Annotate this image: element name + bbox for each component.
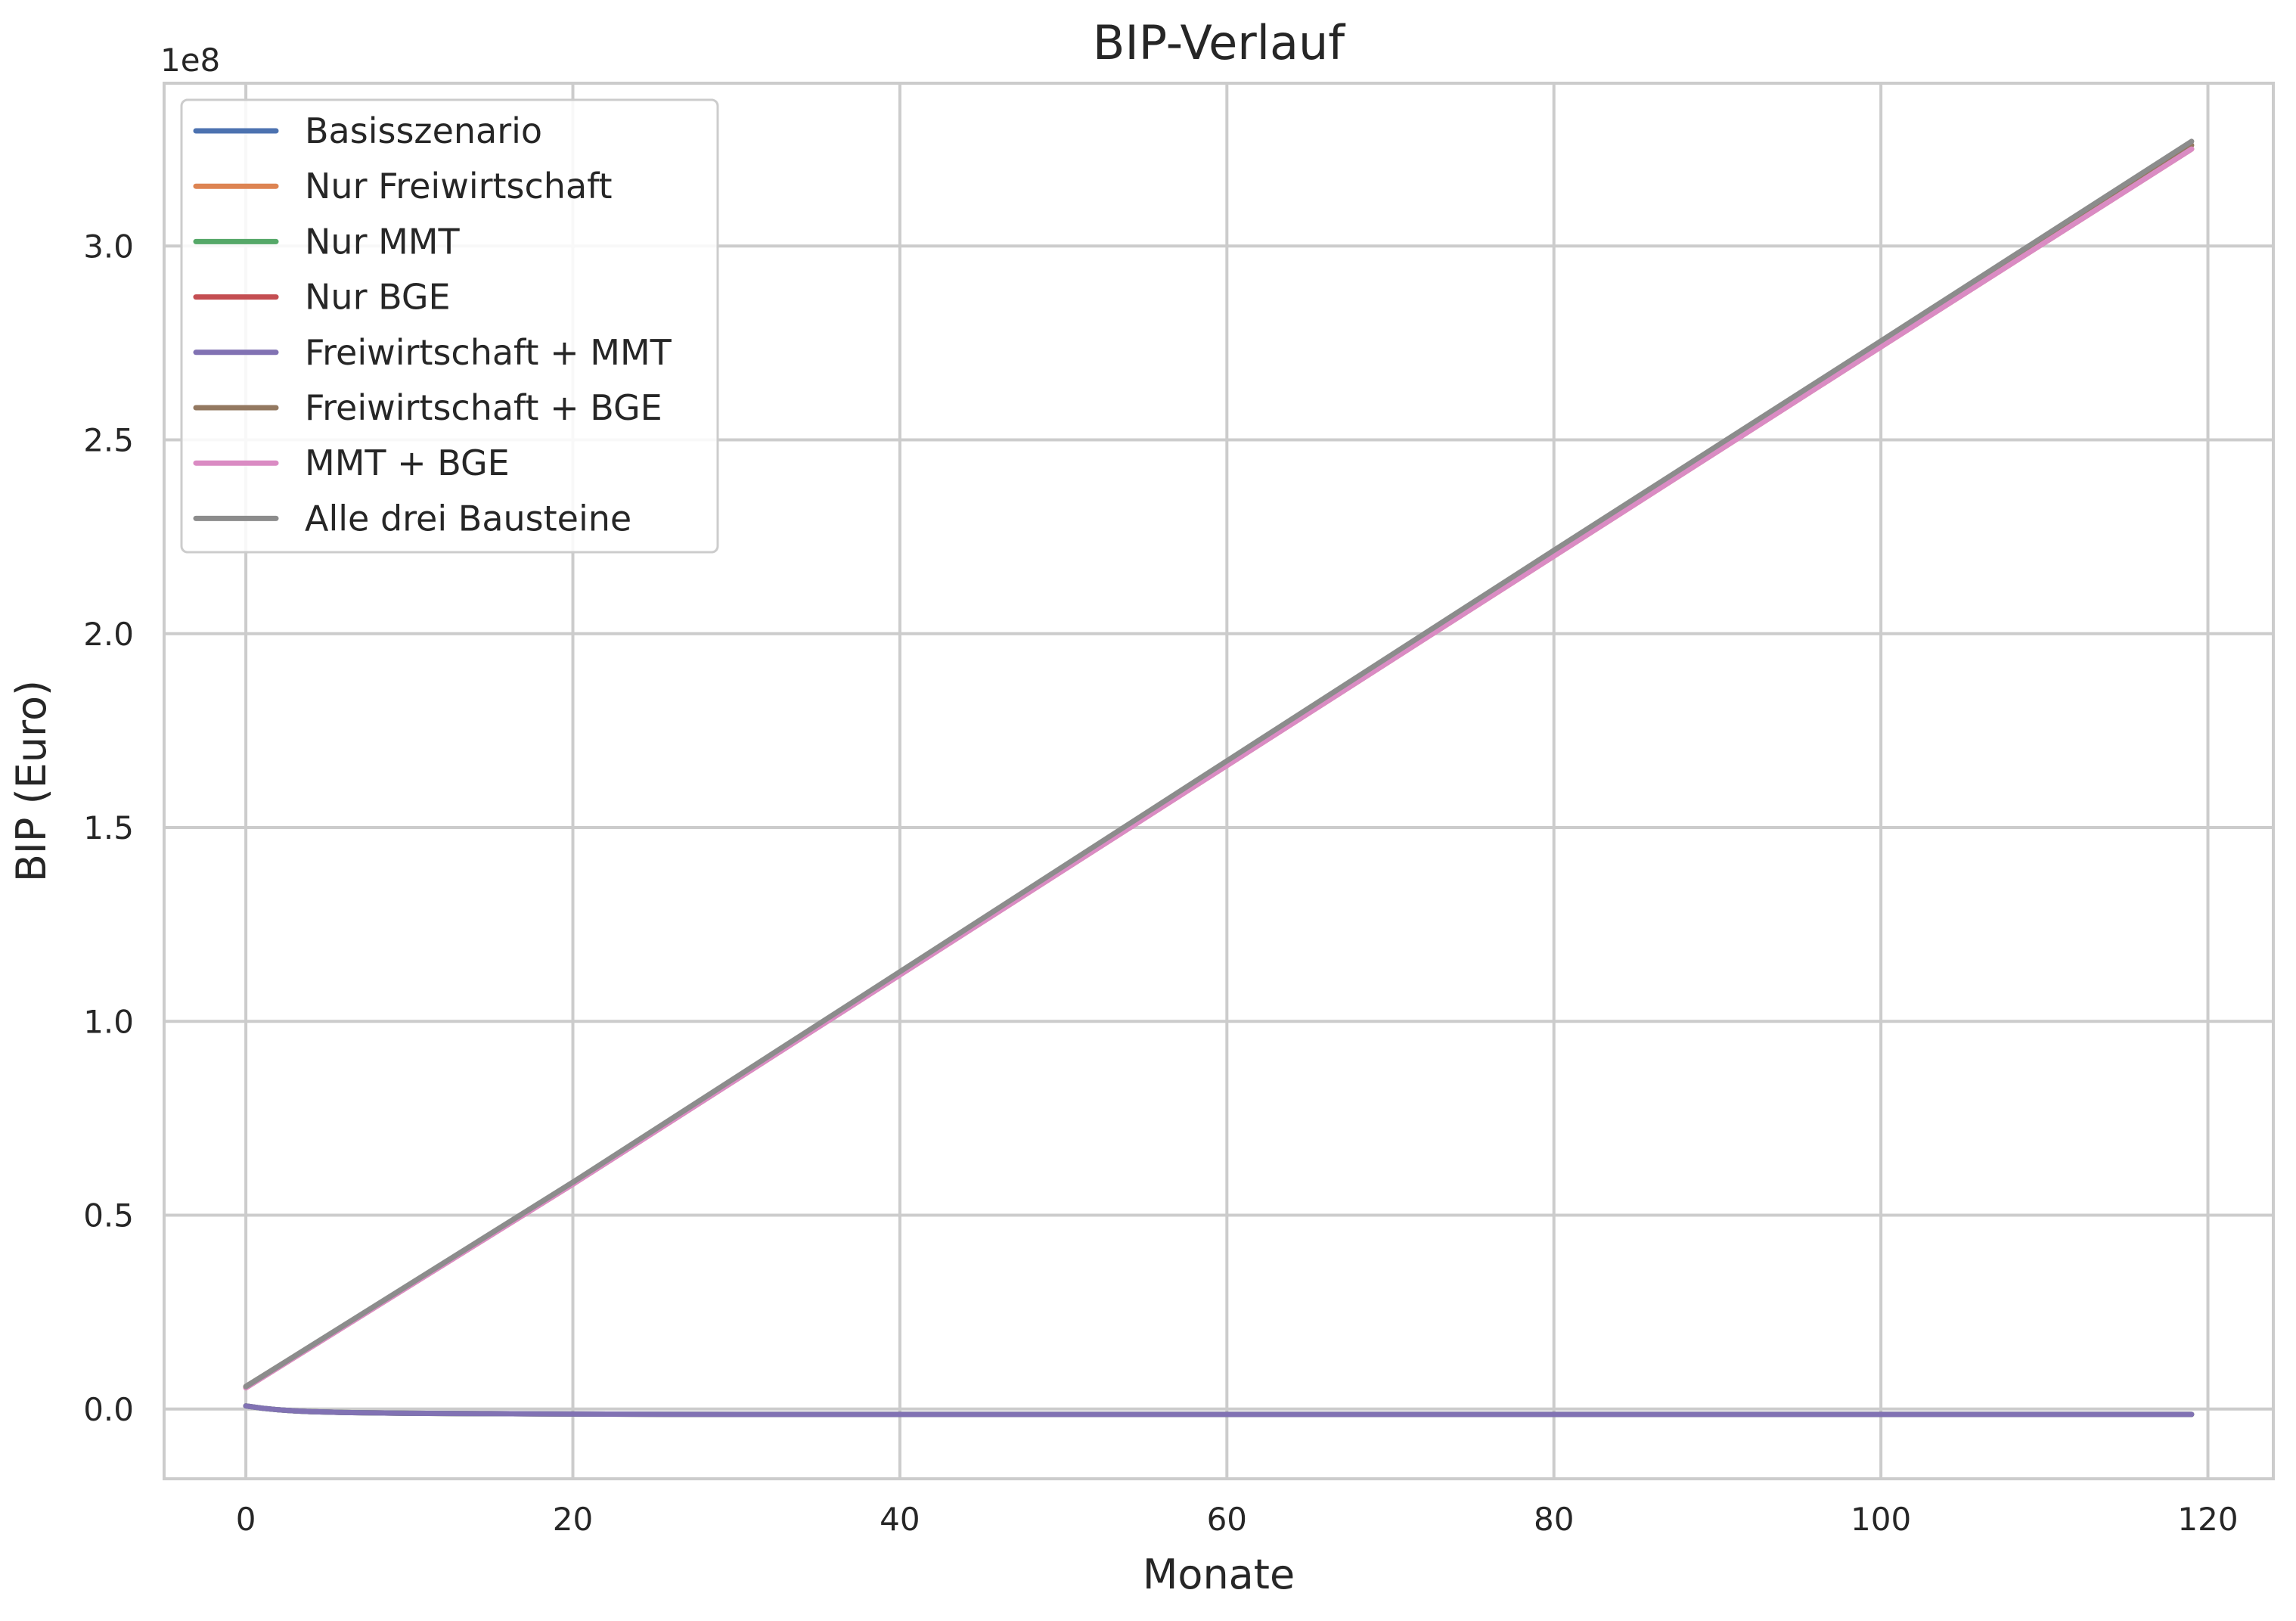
legend-label: Freiwirtschaft + BGE bbox=[305, 387, 662, 428]
legend-label: Nur BGE bbox=[305, 277, 451, 318]
x-tick-label: 40 bbox=[880, 1501, 920, 1538]
x-tick-label: 0 bbox=[236, 1501, 256, 1538]
legend-label: Freiwirtschaft + MMT bbox=[305, 332, 672, 373]
legend: Basisszenario Nur Freiwirtschaft Nur MMT Nu… bbox=[180, 98, 719, 554]
y-axis-ticks: 0.0 0.5 1.0 1.5 2.0 2.5 3.0 bbox=[83, 228, 134, 1428]
y-tick-label: 1.0 bbox=[83, 1003, 134, 1040]
series-line-8 bbox=[243, 138, 2195, 1390]
legend-box bbox=[180, 98, 719, 554]
y-tick-label: 0.0 bbox=[83, 1391, 134, 1428]
x-tick-label: 100 bbox=[1851, 1501, 1911, 1538]
plot-frame bbox=[163, 82, 2275, 1480]
chart-title: BIP-Verlauf bbox=[1093, 15, 1346, 70]
legend-label: Nur Freiwirtschaft bbox=[305, 166, 613, 207]
x-tick-label: 60 bbox=[1207, 1501, 1247, 1538]
x-tick-label: 120 bbox=[2177, 1501, 2238, 1538]
legend-label: Alle drei Bausteine bbox=[305, 498, 631, 539]
x-tick-label: 20 bbox=[553, 1501, 593, 1538]
x-axis-ticks: 0 20 40 60 80 100 120 bbox=[236, 1501, 2239, 1538]
y-axis-label: BIP (Euro) bbox=[8, 680, 55, 882]
y-tick-label: 0.5 bbox=[83, 1197, 134, 1234]
y-tick-label: 1.5 bbox=[83, 809, 134, 846]
y-tick-label: 3.0 bbox=[83, 228, 134, 265]
x-tick-label: 80 bbox=[1534, 1501, 1574, 1538]
x-axis-label: Monate bbox=[1143, 1551, 1295, 1598]
y-axis-offset-label: 1e8 bbox=[160, 42, 220, 79]
legend-label: MMT + BGE bbox=[305, 443, 510, 483]
series-lines bbox=[243, 138, 2195, 1418]
y-tick-label: 2.5 bbox=[83, 422, 134, 459]
legend-label: Basisszenario bbox=[305, 110, 542, 151]
legend-label: Nur MMT bbox=[305, 221, 460, 262]
y-tick-label: 2.0 bbox=[83, 616, 134, 653]
series-line-5 bbox=[243, 1403, 2195, 1418]
